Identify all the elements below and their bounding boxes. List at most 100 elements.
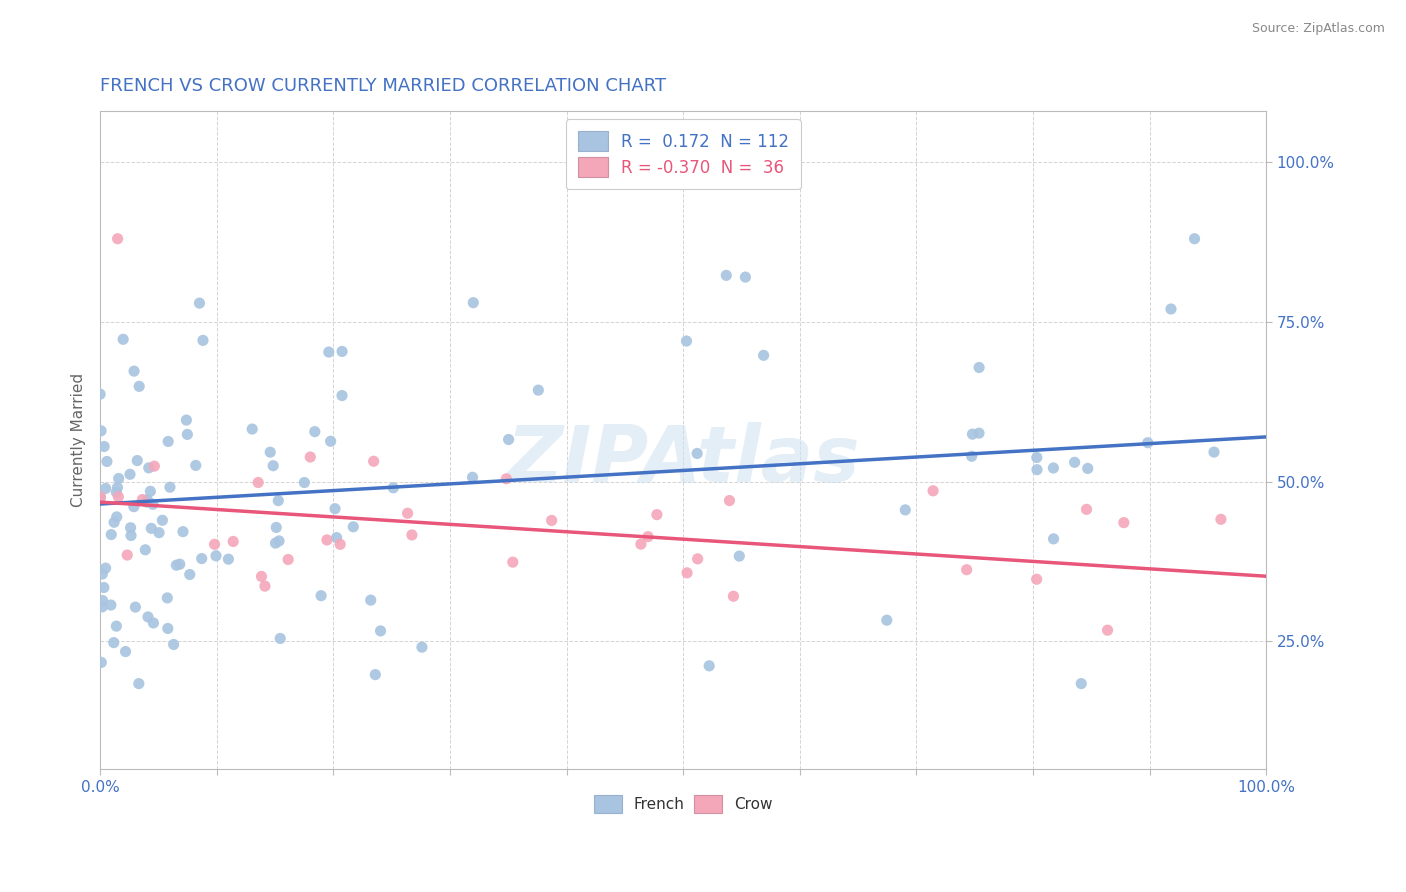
Point (118, 467, 141, 482)
Point (686, 552, 709, 566)
Point (122, 364, 145, 378)
Point (1209, 512, 1232, 526)
Point (267, 493, 290, 508)
Point (1202, 445, 1225, 459)
Point (93, 440, 115, 454)
Text: FRENCH VS CROW CURRENTLY MARRIED CORRELATION CHART: FRENCH VS CROW CURRENTLY MARRIED CORRELA… (100, 78, 666, 95)
Point (91, 593, 114, 607)
Point (1025, 450, 1047, 465)
Point (1042, 461, 1064, 475)
Point (728, 549, 751, 563)
Point (718, 493, 741, 508)
Point (267, 533, 290, 548)
Text: ZIPAtlas: ZIPAtlas (506, 422, 860, 498)
Point (318, 345, 340, 359)
Point (100, 527, 122, 541)
Point (956, 563, 979, 577)
Point (401, 528, 423, 542)
Point (250, 569, 273, 583)
Point (309, 589, 332, 603)
Point (128, 676, 150, 690)
Point (264, 520, 287, 534)
Point (172, 524, 194, 539)
Point (107, 481, 129, 495)
Point (169, 557, 191, 571)
Point (165, 558, 187, 573)
Point (292, 475, 315, 490)
Point (152, 513, 174, 527)
Point (205, 549, 228, 563)
Point (1136, 435, 1159, 450)
Point (156, 622, 179, 636)
Point (90, 656, 112, 670)
Point (107, 471, 129, 485)
Point (122, 500, 145, 514)
Point (89, 491, 111, 505)
Point (1077, 461, 1099, 475)
Point (131, 492, 153, 507)
Point (716, 268, 738, 283)
Point (120, 521, 142, 535)
Point (134, 542, 156, 557)
Point (304, 425, 326, 439)
Point (179, 567, 201, 582)
Point (94, 561, 117, 575)
Point (191, 334, 214, 348)
Point (157, 434, 180, 449)
Point (342, 520, 364, 534)
Point (120, 528, 142, 542)
Point (1026, 463, 1049, 477)
Point (1097, 623, 1119, 637)
Point (93, 581, 115, 595)
Point (264, 536, 287, 550)
Point (105, 509, 128, 524)
Point (319, 434, 342, 449)
Point (262, 458, 284, 473)
Point (360, 593, 382, 607)
Point (136, 610, 159, 624)
Point (1112, 516, 1135, 530)
Point (222, 534, 245, 549)
Point (1160, 301, 1182, 316)
Point (1025, 572, 1047, 586)
Point (686, 446, 709, 460)
Point (184, 458, 207, 473)
Point (142, 497, 165, 511)
Point (277, 552, 299, 566)
Point (107, 490, 129, 504)
Point (142, 615, 165, 630)
Point (136, 492, 159, 507)
Point (128, 379, 150, 393)
Point (630, 537, 652, 551)
Point (105, 619, 128, 633)
Point (138, 461, 160, 475)
Point (105, 485, 128, 500)
Point (1076, 502, 1098, 516)
Point (495, 472, 517, 486)
Point (299, 450, 322, 464)
Point (176, 413, 198, 427)
Point (188, 296, 211, 310)
Point (645, 508, 668, 522)
Point (1070, 676, 1092, 690)
Point (463, 295, 485, 310)
Point (103, 515, 125, 529)
Point (240, 422, 263, 436)
Point (316, 533, 339, 547)
Point (112, 332, 135, 346)
Point (103, 635, 125, 649)
Point (637, 530, 659, 544)
Point (253, 579, 276, 593)
Point (217, 552, 239, 566)
Point (962, 427, 984, 442)
Point (162, 637, 184, 651)
Point (370, 624, 392, 638)
Point (967, 360, 990, 375)
Point (100, 598, 122, 612)
Point (91, 567, 114, 582)
Point (115, 548, 138, 562)
Point (91, 599, 114, 614)
Point (967, 426, 990, 441)
Point (135, 495, 157, 509)
Point (204, 537, 226, 551)
